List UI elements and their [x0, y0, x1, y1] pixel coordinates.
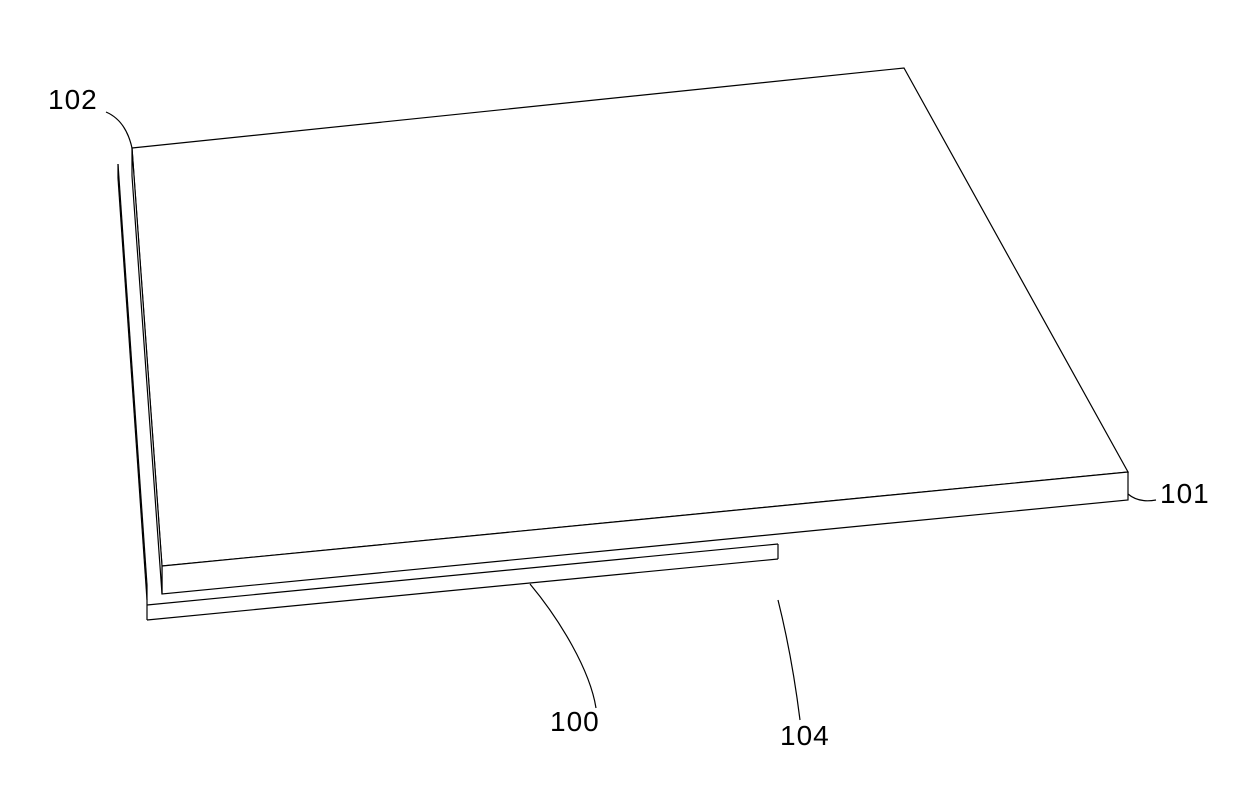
label-101: 101 — [1160, 478, 1210, 510]
label-104: 104 — [780, 720, 830, 752]
leader-102 — [106, 112, 132, 148]
label-100: 100 — [550, 706, 600, 738]
leader-100 — [530, 584, 596, 708]
leader-101 — [1128, 494, 1156, 501]
main-slab — [132, 68, 1128, 594]
technical-drawing — [0, 0, 1240, 807]
leader-104 — [778, 600, 800, 720]
label-102: 102 — [48, 84, 98, 116]
